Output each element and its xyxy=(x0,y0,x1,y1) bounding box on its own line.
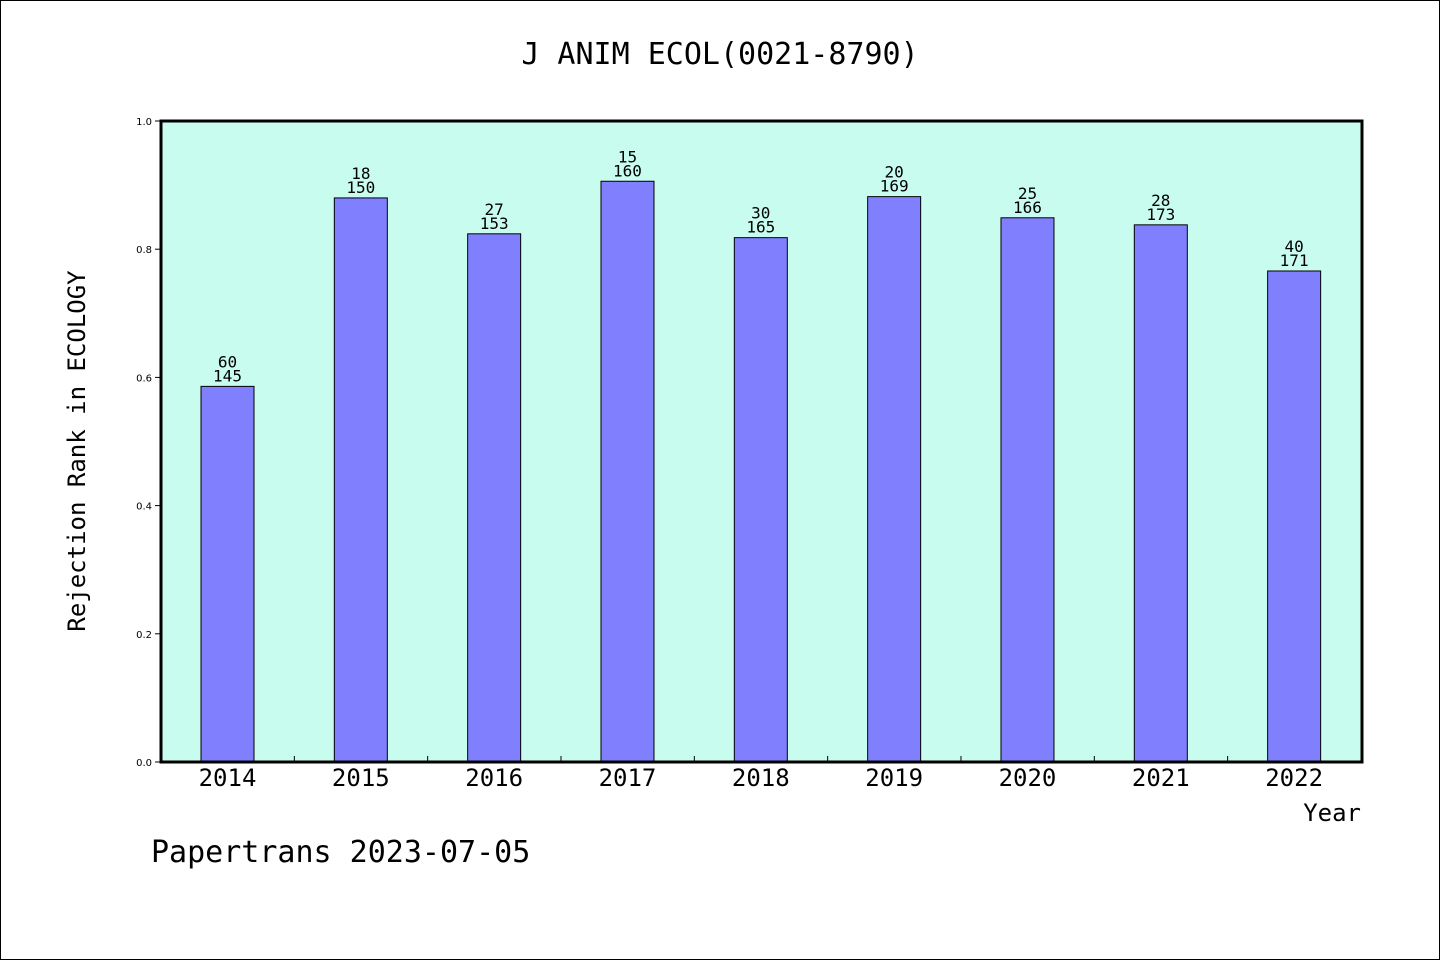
y-tick-label: 1.0 xyxy=(136,117,152,128)
bar-label-bottom: 173 xyxy=(1146,205,1175,224)
bar-label-bottom: 153 xyxy=(480,214,509,233)
x-tick-label: 2015 xyxy=(332,764,390,792)
x-tick-label: 2020 xyxy=(999,764,1057,792)
footer-text: Papertrans 2023-07-05 xyxy=(151,835,531,870)
bar xyxy=(1133,224,1188,763)
y-tick-label: 0.6 xyxy=(136,373,152,384)
bar-label-bottom: 166 xyxy=(1013,198,1042,217)
bar-label-bottom: 150 xyxy=(346,178,375,197)
bar xyxy=(600,180,655,763)
bar-label-bottom: 169 xyxy=(880,177,909,196)
bar-label-top: 28 xyxy=(1151,191,1170,210)
bar xyxy=(333,197,388,763)
x-tick-label: 2017 xyxy=(599,764,657,792)
bar xyxy=(1000,217,1055,763)
x-tick-label: 2016 xyxy=(465,764,523,792)
bar-label-top: 40 xyxy=(1285,237,1304,256)
bar-label-bottom: 165 xyxy=(746,218,775,237)
x-tick-label: 2019 xyxy=(865,764,923,792)
plot-border xyxy=(159,119,1364,764)
y-axis-label: Rejection Rank in ECOLOGY xyxy=(63,270,91,632)
bar-label-top: 25 xyxy=(1018,184,1037,203)
bar-label-top: 60 xyxy=(218,352,237,371)
y-tick-label: 0.0 xyxy=(136,758,152,769)
y-tick-label: 0.8 xyxy=(136,245,152,256)
bar xyxy=(733,237,788,763)
bar-label-bottom: 171 xyxy=(1280,251,1309,270)
x-tick-label: 2022 xyxy=(1265,764,1323,792)
bar-label-top: 27 xyxy=(485,200,504,219)
bar xyxy=(200,385,255,763)
bar xyxy=(867,196,922,763)
bar-label-top: 20 xyxy=(885,163,904,182)
x-axis-label: Year xyxy=(1303,799,1361,827)
bar-label-top: 18 xyxy=(351,164,370,183)
bar-label-bottom: 145 xyxy=(213,366,242,385)
bar xyxy=(1267,270,1322,763)
x-tick-label: 2014 xyxy=(199,764,257,792)
chart-title: J ANIM ECOL(0021-8790) xyxy=(521,37,919,72)
x-tick-label: 2018 xyxy=(732,764,790,792)
x-tick-label: 2021 xyxy=(1132,764,1190,792)
bar-label-bottom: 160 xyxy=(613,161,642,180)
bar-label-top: 30 xyxy=(751,204,770,223)
y-tick-label: 0.4 xyxy=(136,502,152,513)
bar-label-top: 15 xyxy=(618,147,637,166)
y-tick-label: 0.2 xyxy=(136,630,152,641)
bar xyxy=(467,233,522,763)
